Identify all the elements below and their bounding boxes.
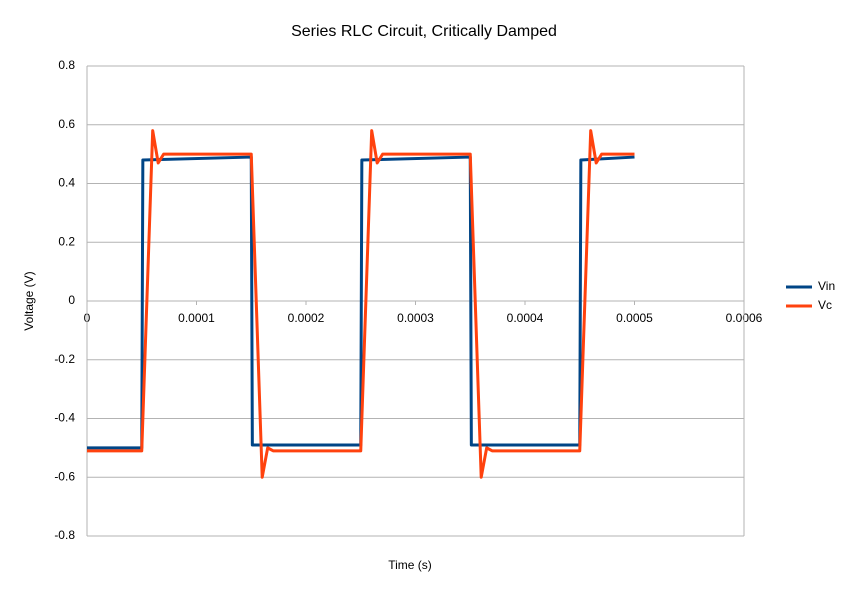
- chart-title: Series RLC Circuit, Critically Damped: [291, 23, 557, 40]
- y-tick-label: -0.6: [54, 469, 75, 483]
- y-tick-label: 0.6: [58, 117, 75, 131]
- y-axis-label: Voltage (V): [22, 271, 36, 330]
- y-tick-label: 0.4: [58, 176, 75, 190]
- y-tick-label: -0.8: [54, 528, 75, 542]
- x-tick-label: 0.0003: [397, 311, 434, 325]
- legend-label: Vin: [818, 279, 835, 293]
- x-tick-label: 0.0002: [288, 311, 325, 325]
- x-tick-label: 0.0005: [616, 311, 653, 325]
- legend-label: Vc: [818, 298, 832, 312]
- series-line: [87, 129, 635, 479]
- x-tick-label: 0.0001: [178, 311, 215, 325]
- y-tick-label: 0: [68, 293, 75, 307]
- series-line: [87, 155, 635, 450]
- y-tick-label: -0.2: [54, 352, 75, 366]
- y-tick-label: 0.8: [58, 58, 75, 72]
- x-axis-label: Time (s): [388, 558, 432, 572]
- x-tick-label: 0.0004: [507, 311, 544, 325]
- y-tick-label: -0.4: [54, 411, 75, 425]
- y-tick-label: 0.2: [58, 234, 75, 248]
